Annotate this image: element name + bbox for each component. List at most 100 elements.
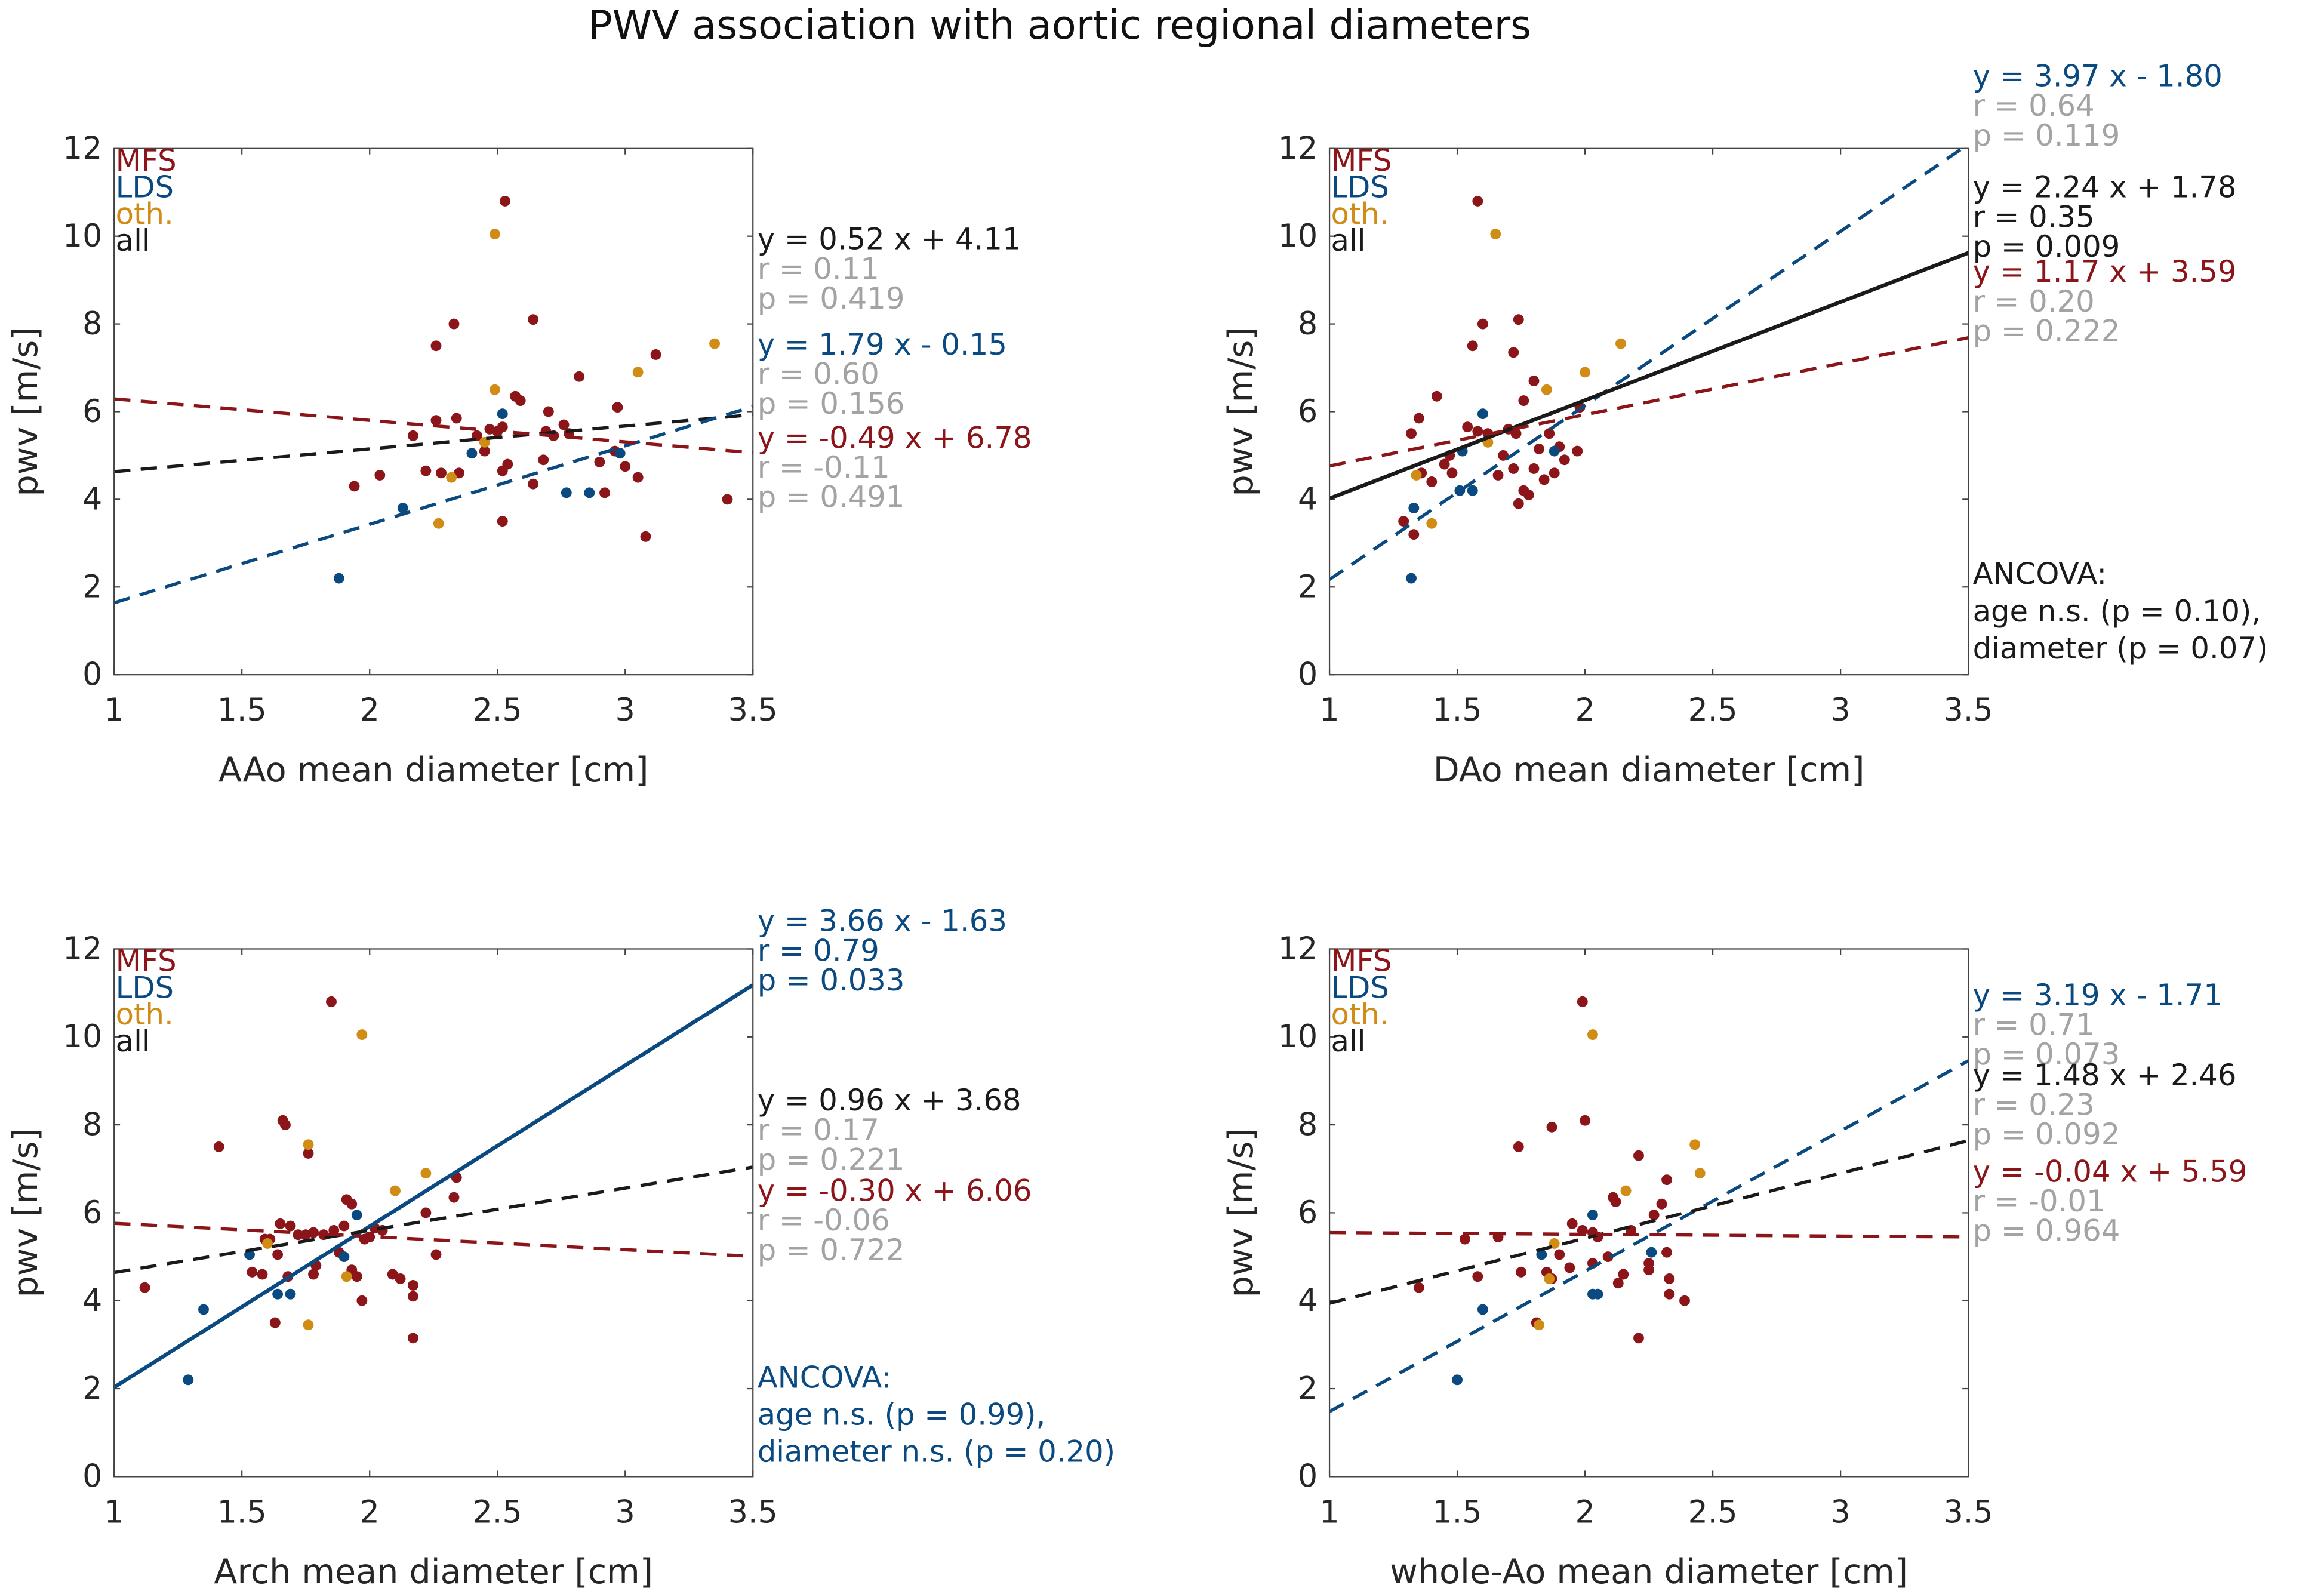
- data-point: [1513, 498, 1524, 509]
- fit-r-value: r = 0.20: [1973, 284, 2095, 319]
- data-point: [1656, 1198, 1667, 1210]
- x-tick-label: 2.5: [473, 1494, 522, 1530]
- axes-frame: [1328, 948, 1969, 1478]
- data-point: [1546, 1121, 1557, 1133]
- y-tick-label: 6: [82, 1195, 102, 1231]
- data-point: [408, 430, 418, 441]
- fit-p-value: p = 0.491: [758, 480, 905, 515]
- x-tick-label: 2.5: [473, 693, 522, 728]
- data-point: [640, 531, 651, 542]
- data-point: [390, 1185, 401, 1196]
- y-tick-label: 10: [63, 1019, 102, 1055]
- data-point: [1544, 428, 1555, 439]
- ancova-line: ANCOVA:: [1973, 557, 2107, 592]
- x-tick-label: 3: [1831, 1494, 1851, 1530]
- data-point: [1426, 518, 1438, 529]
- data-point: [1523, 490, 1534, 500]
- panel-aao: 1 1.5 2 2.5 3 3.5 0 2 4 6 8 10 12 AAo mean diameter […: [6, 131, 1032, 790]
- data-point: [1528, 463, 1540, 474]
- series-LDS: [333, 408, 626, 584]
- fit-equation: y = 3.19 x - 1.71: [1973, 978, 2223, 1013]
- fit-r-value: r = -0.11: [758, 450, 890, 485]
- x-tick-label: 1: [104, 693, 124, 728]
- fit-annotation-MFS: y = -0.04 x + 5.59r = -0.01p = 0.964: [1973, 1154, 2248, 1248]
- fit-annotation-LDS: y = 1.79 x - 0.15r = 0.60p = 0.156: [758, 327, 1007, 421]
- y-tick-label: 0: [1298, 1459, 1318, 1495]
- data-point: [356, 1029, 368, 1041]
- data-point: [430, 340, 442, 352]
- y-axis-label: pwv [m/s]: [1221, 1128, 1261, 1297]
- data-point: [1577, 996, 1588, 1007]
- data-point: [594, 457, 605, 467]
- data-point: [1406, 428, 1417, 439]
- data-point: [543, 406, 554, 417]
- x-tick-label: 1: [1319, 693, 1339, 728]
- data-point: [1398, 516, 1409, 527]
- fit-line-LDS: [1329, 148, 1965, 581]
- data-point: [451, 413, 462, 424]
- plot-area: [114, 983, 753, 1389]
- data-point: [272, 1249, 284, 1260]
- y-axis-label: pwv [m/s]: [6, 327, 45, 496]
- data-point: [497, 516, 508, 527]
- data-point: [1413, 413, 1424, 424]
- data-point: [1513, 314, 1524, 325]
- fit-annotation-all: y = 0.96 x + 3.68r = 0.17p = 0.221: [758, 1083, 1021, 1177]
- data-point: [1431, 390, 1442, 402]
- data-point: [1528, 376, 1540, 387]
- data-point: [303, 1319, 314, 1331]
- fit-r-value: r = 0.17: [758, 1113, 879, 1147]
- fit-p-value: p = 0.722: [758, 1233, 905, 1267]
- data-point: [1490, 229, 1501, 239]
- y-tick-label: 10: [1278, 1019, 1318, 1055]
- axes-frame: [113, 948, 754, 1478]
- data-point: [408, 1291, 418, 1302]
- x-axis-label: Arch mean diameter [cm]: [214, 1552, 653, 1592]
- data-point: [139, 1282, 150, 1293]
- data-point: [1413, 1282, 1424, 1293]
- x-tick-label: 2.5: [1688, 693, 1738, 728]
- series-MFS: [139, 996, 462, 1344]
- y-tick-label: 2: [82, 1371, 102, 1407]
- fit-line-LDS: [114, 405, 753, 605]
- plot-area: [1329, 996, 1969, 1413]
- data-point: [395, 1273, 406, 1284]
- data-point: [1536, 1249, 1547, 1260]
- fit-p-value: p = 0.221: [758, 1142, 905, 1177]
- fit-line-MFS: [1329, 1230, 1969, 1239]
- data-point: [709, 338, 720, 349]
- legend-oth: oth.: [116, 997, 174, 1032]
- x-tick-label: 3.5: [728, 693, 778, 728]
- legend-oth: oth.: [1331, 997, 1389, 1032]
- data-point: [408, 1333, 418, 1344]
- fit-equation: y = -0.49 x + 6.78: [758, 420, 1032, 455]
- y-tick-label: 8: [82, 306, 102, 342]
- data-point: [1612, 1278, 1624, 1289]
- data-point: [1508, 463, 1519, 474]
- data-point: [500, 195, 511, 207]
- data-point: [308, 1269, 319, 1280]
- data-point: [374, 470, 386, 481]
- fit-annotation-LDS: y = 3.19 x - 1.71r = 0.71p = 0.073: [1973, 978, 2223, 1072]
- fit-p-value: p = 0.033: [758, 963, 905, 998]
- ancova-line: diameter (p = 0.07): [1973, 631, 2268, 666]
- data-point: [650, 349, 661, 360]
- fit-line-MFS: [114, 397, 753, 454]
- fit-equation: y = -0.30 x + 6.06: [758, 1174, 1032, 1208]
- data-point: [333, 573, 344, 584]
- series-oth: [262, 1029, 432, 1331]
- ancova-line: ANCOVA:: [758, 1360, 892, 1395]
- data-point: [599, 487, 610, 498]
- data-point: [257, 1269, 268, 1280]
- x-tick-label: 1.5: [1433, 1494, 1482, 1530]
- data-point: [1694, 1168, 1706, 1179]
- fit-annotation-LDS: y = 3.97 x - 1.80r = 0.64p = 0.119: [1973, 59, 2223, 153]
- data-point: [515, 395, 526, 407]
- fit-annotation-LDS: y = 3.66 x - 1.63r = 0.79p = 0.033: [758, 904, 1007, 998]
- y-axis-label: pwv [m/s]: [1221, 327, 1261, 496]
- x-tick-label: 1.5: [1433, 693, 1482, 728]
- data-point: [1408, 503, 1420, 514]
- data-point: [1411, 470, 1422, 481]
- data-point: [1689, 1139, 1701, 1150]
- data-point: [1477, 1304, 1488, 1315]
